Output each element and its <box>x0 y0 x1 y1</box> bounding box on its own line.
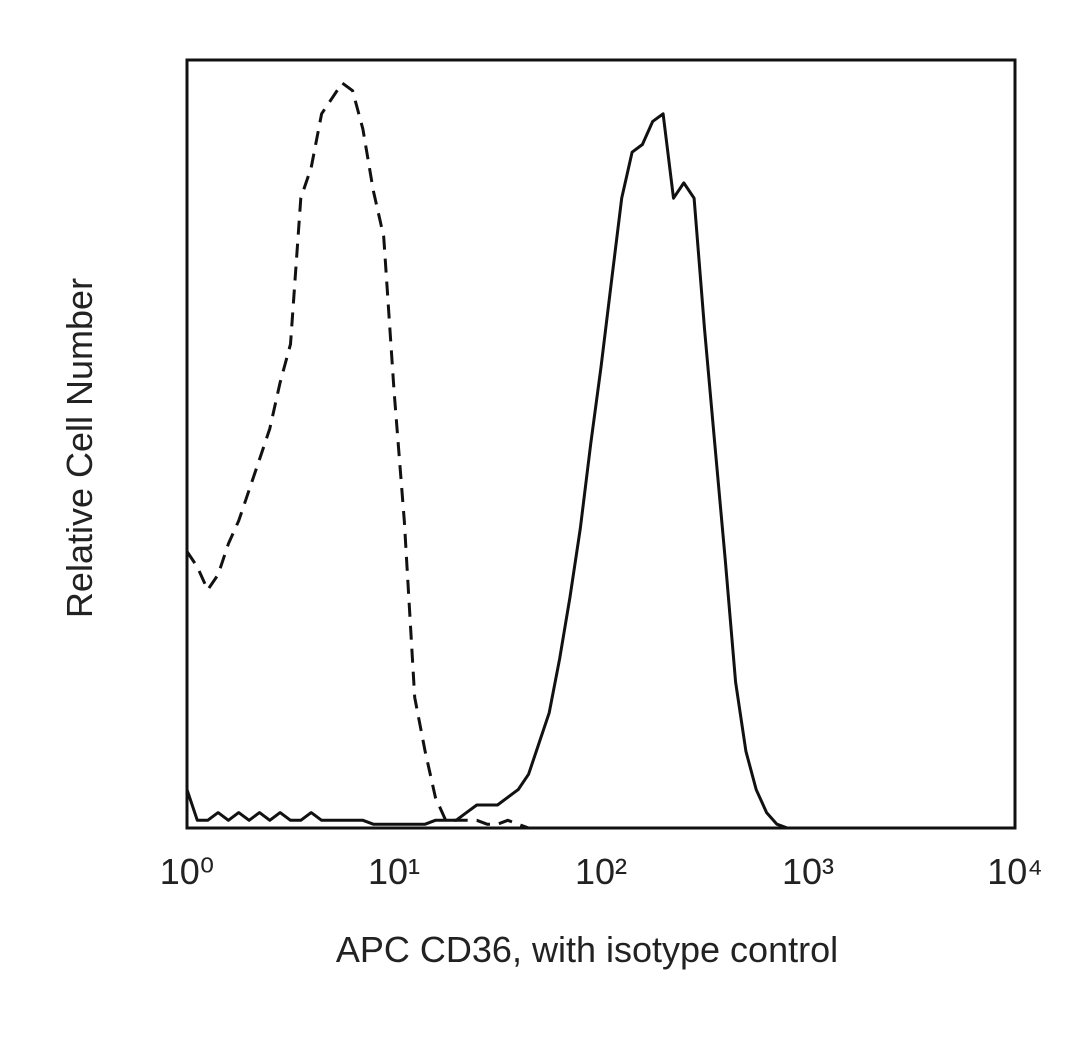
x-tick-label: 10¹ <box>368 851 420 892</box>
histogram-line <box>185 81 808 830</box>
x-tick-label: 10⁴ <box>987 851 1043 892</box>
histogram-line <box>185 112 808 830</box>
x-axis-label: APC CD36, with isotype control <box>336 929 838 970</box>
x-tick-label: 10³ <box>782 851 834 892</box>
x-tick-label: 10⁰ <box>160 851 214 892</box>
x-tick-label: 10² <box>575 851 627 892</box>
plot-frame <box>185 58 1017 830</box>
y-axis-label: Relative Cell Number <box>59 278 100 618</box>
